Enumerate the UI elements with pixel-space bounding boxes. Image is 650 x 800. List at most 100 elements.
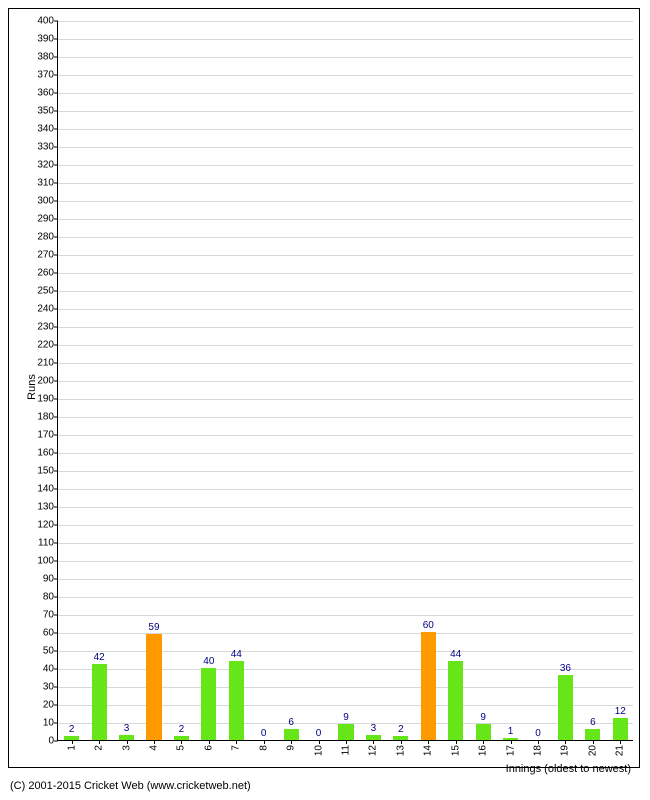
bar: 42 — [92, 664, 107, 740]
y-tick-mark — [54, 435, 58, 436]
y-tick-label: 390 — [37, 34, 54, 45]
y-tick-label: 280 — [37, 232, 54, 243]
gridline — [58, 453, 633, 454]
y-tick-label: 180 — [37, 412, 54, 423]
bar-value-label: 0 — [535, 728, 541, 739]
bar: 6 — [585, 729, 600, 740]
x-tick-mark — [319, 740, 320, 744]
y-tick-mark — [54, 399, 58, 400]
y-tick-label: 20 — [43, 700, 54, 711]
y-tick-mark — [54, 579, 58, 580]
y-tick-mark — [54, 129, 58, 130]
y-tick-mark — [54, 687, 58, 688]
x-tick-mark — [236, 740, 237, 744]
x-tick-label: 17 — [505, 745, 516, 756]
y-tick-mark — [54, 237, 58, 238]
bar-value-label: 2 — [179, 724, 185, 735]
bar: 44 — [448, 661, 463, 740]
y-tick-label: 40 — [43, 664, 54, 675]
x-tick-mark — [127, 740, 128, 744]
gridline — [58, 633, 633, 634]
y-tick-mark — [54, 111, 58, 112]
bar-value-label: 2 — [398, 724, 404, 735]
x-tick-label: 19 — [560, 745, 571, 756]
x-tick-mark — [72, 740, 73, 744]
y-tick-label: 90 — [43, 574, 54, 585]
y-tick-mark — [54, 471, 58, 472]
y-tick-mark — [54, 363, 58, 364]
gridline — [58, 75, 633, 76]
gridline — [58, 291, 633, 292]
x-tick-label: 13 — [395, 745, 406, 756]
bar-value-label: 60 — [423, 620, 434, 631]
gridline — [58, 615, 633, 616]
x-tick-mark — [565, 740, 566, 744]
gridline — [58, 579, 633, 580]
x-tick-label: 12 — [368, 745, 379, 756]
bar-value-label: 1 — [508, 726, 514, 737]
gridline — [58, 273, 633, 274]
bar: 12 — [613, 718, 628, 740]
x-tick-label: 10 — [313, 745, 324, 756]
gridline — [58, 219, 633, 220]
y-tick-label: 130 — [37, 502, 54, 513]
x-tick-label: 2 — [94, 745, 105, 751]
bar-value-label: 2 — [69, 724, 75, 735]
x-tick-mark — [291, 740, 292, 744]
y-tick-label: 80 — [43, 592, 54, 603]
y-tick-mark — [54, 651, 58, 652]
y-tick-label: 340 — [37, 124, 54, 135]
gridline — [58, 543, 633, 544]
y-tick-label: 0 — [48, 736, 54, 747]
gridline — [58, 129, 633, 130]
y-tick-label: 270 — [37, 250, 54, 261]
x-axis-title: Innings (oldest to newest) — [506, 763, 631, 775]
y-tick-label: 310 — [37, 178, 54, 189]
y-tick-label: 380 — [37, 52, 54, 63]
y-tick-mark — [54, 219, 58, 220]
y-tick-mark — [54, 39, 58, 40]
gridline — [58, 417, 633, 418]
y-tick-mark — [54, 201, 58, 202]
gridline — [58, 21, 633, 22]
y-tick-mark — [54, 309, 58, 310]
y-tick-mark — [54, 75, 58, 76]
y-tick-mark — [54, 723, 58, 724]
gridline — [58, 255, 633, 256]
gridline — [58, 381, 633, 382]
x-tick-mark — [181, 740, 182, 744]
gridline — [58, 471, 633, 472]
gridline — [58, 201, 633, 202]
gridline — [58, 39, 633, 40]
y-tick-label: 330 — [37, 142, 54, 153]
bar-value-label: 9 — [343, 712, 349, 723]
y-tick-mark — [54, 741, 58, 742]
y-tick-mark — [54, 273, 58, 274]
y-tick-mark — [54, 327, 58, 328]
x-tick-label: 5 — [176, 745, 187, 751]
bar-value-label: 40 — [203, 656, 214, 667]
y-tick-label: 190 — [37, 394, 54, 405]
y-tick-label: 260 — [37, 268, 54, 279]
x-tick-mark — [373, 740, 374, 744]
gridline — [58, 435, 633, 436]
y-tick-mark — [54, 453, 58, 454]
y-tick-label: 150 — [37, 466, 54, 477]
gridline — [58, 489, 633, 490]
bar: 6 — [284, 729, 299, 740]
x-tick-label: 7 — [231, 745, 242, 751]
y-tick-label: 110 — [38, 538, 54, 549]
bar-value-label: 36 — [560, 663, 571, 674]
x-tick-label: 20 — [587, 745, 598, 756]
y-tick-mark — [54, 669, 58, 670]
bar-value-label: 3 — [371, 723, 377, 734]
x-tick-mark — [538, 740, 539, 744]
gridline — [58, 309, 633, 310]
bar: 59 — [146, 634, 161, 740]
y-tick-label: 120 — [37, 520, 54, 531]
y-tick-label: 220 — [37, 340, 54, 351]
x-tick-label: 14 — [423, 745, 434, 756]
bar-value-label: 0 — [261, 728, 267, 739]
y-tick-label: 370 — [37, 70, 54, 81]
y-tick-mark — [54, 21, 58, 22]
